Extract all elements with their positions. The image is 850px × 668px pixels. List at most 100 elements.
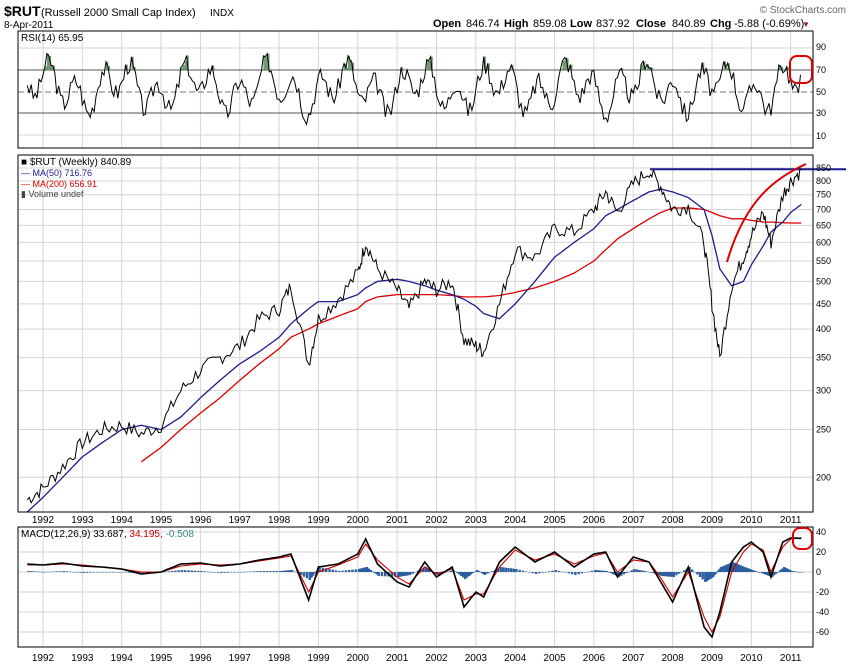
low-label: Low — [570, 18, 592, 30]
macd-hist-bar — [541, 572, 544, 573]
year-tick: 2005 — [543, 515, 566, 526]
macd-hist-bar — [111, 572, 115, 573]
macd-hist-bar — [193, 570, 197, 572]
date: 8-Apr-2011 — [4, 20, 54, 31]
macd-hist-bar — [664, 572, 668, 577]
macd-hist-bar — [721, 566, 725, 572]
macd-hist-bar — [725, 564, 729, 572]
macd-hist-bar — [422, 568, 425, 572]
macd-hist-bar — [595, 570, 599, 572]
macd-hist-bar — [601, 570, 605, 572]
year-tick: 2008 — [661, 515, 684, 526]
macd-hist-bar — [652, 572, 656, 574]
price-tick: 500 — [816, 276, 831, 286]
macd-hist-bar — [344, 570, 348, 572]
symbol: $RUT — [4, 3, 41, 19]
macd-hist-bar — [597, 570, 601, 572]
signal-value: 34.195, — [129, 529, 162, 540]
macd-hist-bar — [609, 572, 612, 573]
price-tick: 850 — [816, 163, 831, 173]
macd-hist-bar — [338, 571, 341, 572]
price-line — [26, 165, 802, 504]
macd-hist-bar — [649, 572, 652, 573]
macd-hist-bar — [72, 572, 75, 573]
macd-hist-bar — [283, 570, 286, 572]
macd-hist-bar — [334, 570, 338, 572]
macd-hist-bar — [118, 572, 121, 573]
high-value: 859.08 — [533, 18, 567, 30]
macd-hist-bar — [40, 571, 43, 573]
macd-hist-bar — [354, 569, 357, 572]
macd-hist-bar — [499, 567, 502, 572]
macd-hist-bar — [797, 572, 801, 573]
watermark: © StockCharts.com — [760, 5, 846, 16]
year-tick: 1998 — [268, 515, 291, 526]
chart-header: $RUT (Russell 2000 Small Cap Index) INDX… — [4, 3, 846, 31]
macd-hist-bar — [187, 570, 190, 572]
macd-hist-bar — [693, 572, 696, 573]
macd-hist-bar — [731, 562, 734, 572]
macd-hist-bar — [246, 571, 249, 573]
macd-hist-bar — [449, 570, 452, 572]
macd-hist-bar — [611, 572, 614, 574]
macd-hist-bar — [236, 572, 239, 573]
macd-hist-bar — [715, 572, 719, 573]
macd-hist-bar — [750, 569, 753, 572]
macd-hist-bar — [521, 570, 525, 572]
macd-hist-bar — [564, 572, 567, 573]
macd-hist-bar — [672, 572, 675, 577]
price-panel: ■ $RUT (Weekly) 840.89 — MA(50) 716.76 —… — [17, 154, 846, 513]
year-tick: 2010 — [740, 515, 763, 526]
macd-hist-bar — [279, 571, 282, 572]
price-tick: 650 — [816, 220, 831, 230]
ma50-line — [26, 188, 802, 513]
macd-hist-bar — [102, 572, 105, 573]
macd-hist-bar — [359, 568, 362, 572]
macd-hist-bar — [184, 570, 187, 572]
macd-hist-bar — [668, 572, 672, 577]
macd-hist-bar — [384, 572, 387, 577]
macd-hist-bar — [789, 570, 792, 572]
macd-hist-bar — [313, 572, 316, 574]
macd-hist-bar — [167, 571, 170, 572]
macd-hist-bar — [587, 571, 590, 573]
macd-hist-bar — [46, 571, 49, 573]
year-tick: 2004 — [504, 515, 527, 526]
exchange: INDX — [210, 8, 234, 19]
macd-hist-bar — [92, 572, 95, 573]
macd-hist-bar — [704, 572, 707, 582]
macd-hist-bar — [216, 572, 220, 573]
year-tick: 2008 — [661, 653, 684, 664]
macd-hist-bar — [380, 572, 384, 577]
macd-hist-bar — [507, 568, 510, 572]
macd-hist-bar — [325, 568, 328, 572]
macd-hist-bar — [709, 572, 712, 579]
year-tick: 2003 — [465, 515, 488, 526]
year-tick: 2003 — [465, 653, 488, 664]
macd-hist-bar — [468, 572, 471, 576]
year-tick: 2000 — [347, 515, 370, 526]
close-value: 840.89 — [672, 18, 706, 30]
year-tick: 2001 — [386, 515, 409, 526]
macd-hist-bar — [399, 572, 402, 577]
macd-hist-bar — [390, 572, 393, 577]
macd-hist-bar — [799, 572, 802, 573]
year-tick: 1992 — [32, 653, 55, 664]
macd-hist-bar — [630, 570, 633, 572]
macd-hist-bar — [785, 568, 788, 572]
macd-hist-bar — [56, 571, 59, 572]
macd-hist-bar — [180, 570, 184, 572]
macd-hist-bar — [486, 572, 489, 574]
macd-hist-bar — [266, 571, 269, 572]
macd-hist-bar — [190, 570, 193, 572]
year-tick: 2006 — [583, 653, 606, 664]
macd-hist-bar — [554, 570, 557, 572]
chg-label: Chg — [710, 18, 731, 30]
macd-hist-bar — [801, 572, 804, 573]
macd-hist-bar — [351, 569, 354, 572]
macd-hist-bar — [233, 572, 236, 573]
macd-hist-bar — [207, 571, 210, 573]
macd-hist-bar — [510, 568, 513, 572]
macd-hist-bar — [478, 571, 481, 573]
macd-hist-bar — [748, 569, 752, 572]
